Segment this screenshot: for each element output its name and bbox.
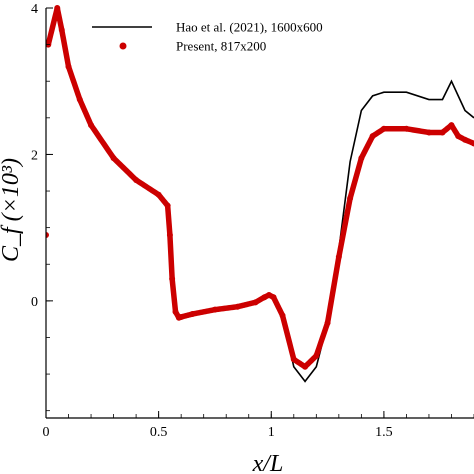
series-point-1-9	[155, 191, 162, 198]
series-point-1-31	[369, 133, 376, 140]
series-point-1-39	[471, 140, 474, 147]
series-point-1-34	[425, 129, 432, 136]
legend-label-0: Hao et al. (2021), 1600x600	[176, 20, 323, 35]
series-point-1-0	[46, 231, 49, 238]
series-point-1-27	[324, 319, 331, 326]
series-layer	[46, 5, 474, 383]
series-point-1-17	[211, 306, 218, 313]
ticks: 0 0.5 1 1.5 0 2 4	[31, 2, 474, 440]
series-point-1-15	[178, 313, 185, 320]
series-point-1-32	[380, 125, 387, 132]
plot-area	[46, 5, 474, 383]
y-tick-label-1: 2	[31, 148, 38, 163]
series-point-1-8	[133, 177, 140, 184]
series-point-1-35	[439, 129, 446, 136]
series-point-1-11	[166, 231, 173, 238]
x-tick-label-1: 0.5	[150, 425, 168, 440]
y-axis-label: C_f (×10³)	[0, 158, 24, 262]
x-tick-label-3: 1.5	[375, 425, 393, 440]
series-point-1-12	[169, 275, 176, 282]
series-point-1-6	[88, 122, 95, 129]
series-point-1-22	[270, 294, 277, 301]
series-point-1-20	[261, 294, 268, 301]
series-point-1-37	[455, 133, 462, 140]
series-point-1-33	[403, 125, 410, 132]
series-point-1-24	[290, 356, 297, 363]
series-point-1-5	[76, 96, 83, 103]
series-point-1-16	[189, 311, 196, 318]
series-point-1-19	[252, 299, 259, 306]
series-marker-band-1	[46, 5, 474, 370]
series-point-1-38	[461, 136, 468, 143]
series-point-1-29	[347, 195, 354, 202]
series-point-1-25	[302, 363, 309, 370]
x-tick-label-0: 0	[43, 425, 50, 440]
legend-marker-1	[119, 42, 127, 50]
series-point-1-13	[172, 308, 179, 315]
legend: Hao et al. (2021), 1600x600 Present, 817x…	[92, 20, 323, 54]
series-point-1-28	[335, 253, 342, 260]
series-point-1-30	[358, 155, 365, 162]
series-point-1-2	[54, 5, 61, 11]
series-point-1-23	[279, 312, 286, 319]
series-point-1-36	[448, 122, 455, 129]
legend-label-1: Present, 817x200	[176, 39, 266, 54]
series-point-1-26	[313, 352, 320, 359]
y-tick-label-0: 0	[31, 295, 38, 310]
x-axis-label: x/L	[252, 451, 284, 474]
axes	[45, 8, 474, 419]
series-line-0	[56, 7, 474, 383]
series-point-1-10	[164, 202, 171, 209]
series-point-1-7	[110, 155, 117, 162]
series-point-1-21	[266, 292, 273, 298]
series-point-1-3	[58, 26, 65, 33]
series-point-1-4	[65, 63, 72, 70]
x-tick-label-2: 1	[268, 425, 275, 440]
y-tick-label-2: 4	[31, 2, 38, 17]
series-point-1-18	[234, 303, 241, 310]
